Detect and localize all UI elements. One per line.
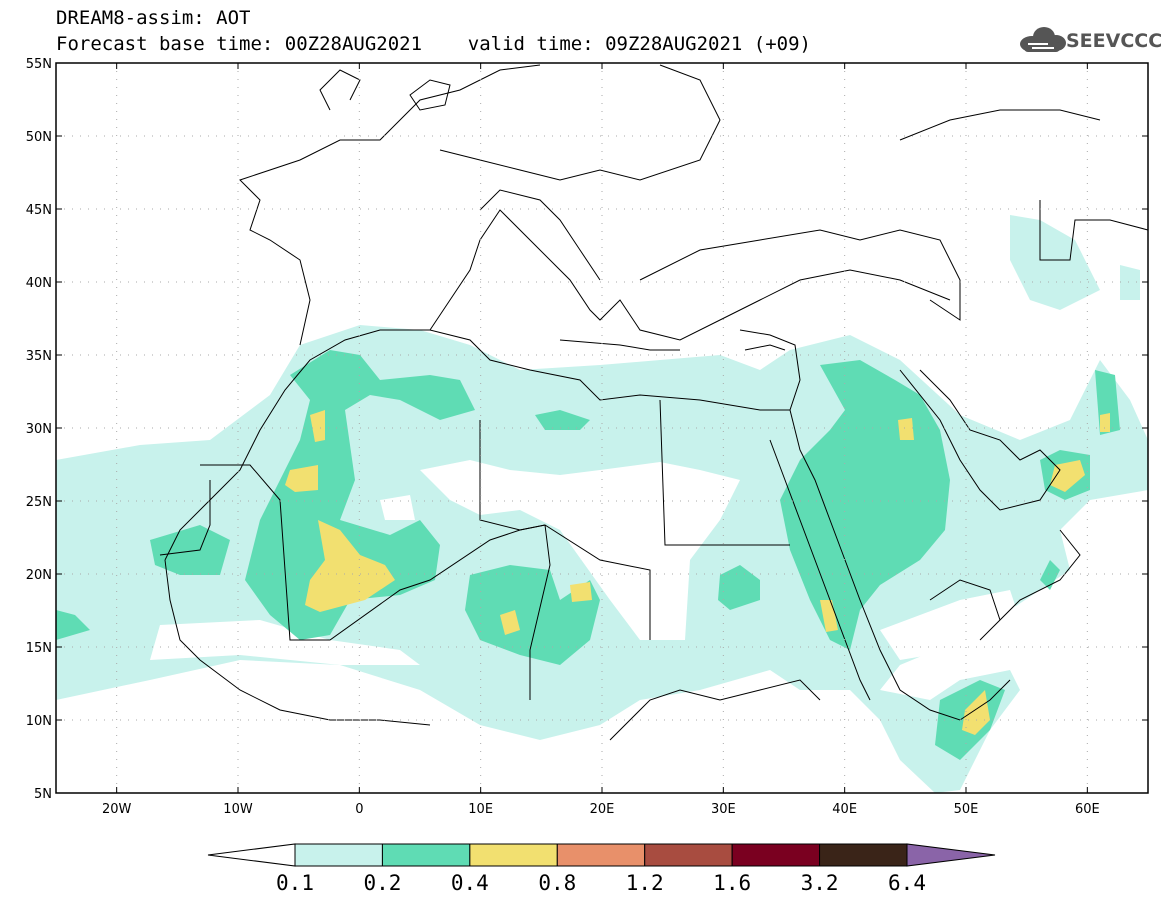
lon-tick-label: 60E — [1075, 802, 1100, 817]
lat-tick-label: 40N — [26, 276, 52, 291]
colorbar-swatch — [644, 843, 733, 867]
colorbar-swatch — [381, 843, 471, 867]
colorbar-swatch — [731, 843, 821, 867]
logo-text: SEEVCCC — [1066, 30, 1163, 52]
colorbar-swatch — [556, 843, 646, 867]
colorbar-label: 1.2 — [626, 871, 664, 895]
lon-tick-label: 20E — [590, 802, 615, 817]
lon-tick-label: 10E — [468, 802, 493, 817]
lon-tick-label: 0 — [355, 802, 363, 817]
coastlines-borders — [159, 64, 1148, 741]
lat-tick-label: 15N — [26, 641, 52, 656]
lon-tick-label: 40E — [832, 802, 857, 817]
colorbar-swatch — [294, 843, 383, 867]
aot-low-regions — [150, 460, 1020, 665]
lat-tick-label: 55N — [26, 57, 52, 72]
colorbar-label: 0.4 — [451, 871, 489, 895]
colorbar-label: 1.6 — [713, 871, 751, 895]
colorbar-label: 3.2 — [801, 871, 839, 895]
lon-tick-label: 10W — [223, 802, 253, 817]
lat-tick-label: 35N — [26, 349, 52, 364]
colorbar-right-arrow — [906, 843, 996, 867]
cloud-logo-icon — [1020, 27, 1066, 52]
lat-tick-label: 10N — [26, 714, 52, 729]
lat-tick-label: 45N — [26, 203, 52, 218]
colorbar-label: 0.8 — [538, 871, 576, 895]
lon-tick-label: 20W — [102, 802, 132, 817]
lat-tick-label: 5N — [34, 787, 52, 802]
colorbar-swatch — [819, 843, 908, 867]
colorbar-left-arrow — [207, 843, 296, 867]
lat-tick-label: 20N — [26, 568, 52, 583]
forecast-time-subtitle: Forecast base time: 00Z28AUG2021 valid t… — [56, 33, 811, 55]
colorbar: 0.1 0.2 0.4 0.8 1.2 1.6 3.2 6.4 — [207, 843, 996, 895]
lon-tick-label: 30E — [711, 802, 736, 817]
lat-tick-label: 50N — [26, 130, 52, 145]
lat-tick-label: 30N — [26, 422, 52, 437]
colorbar-label: 0.1 — [276, 871, 314, 895]
colorbar-label: 0.2 — [363, 871, 401, 895]
map-grid — [56, 63, 1148, 793]
colorbar-label: 6.4 — [888, 871, 926, 895]
lat-tick-label: 25N — [26, 495, 52, 510]
longitude-tick-labels: 20W 10W 0 10E 20E 30E 40E 50E 60E — [102, 63, 1100, 817]
lon-tick-label: 50E — [954, 802, 979, 817]
colorbar-swatch — [469, 843, 558, 867]
latitude-tick-labels: 55N 50N 45N 40N 35N 30N 25N 20N 15N 10N 5N — [26, 57, 1148, 802]
map-title: DREAM8-assim: AOT — [56, 7, 251, 29]
